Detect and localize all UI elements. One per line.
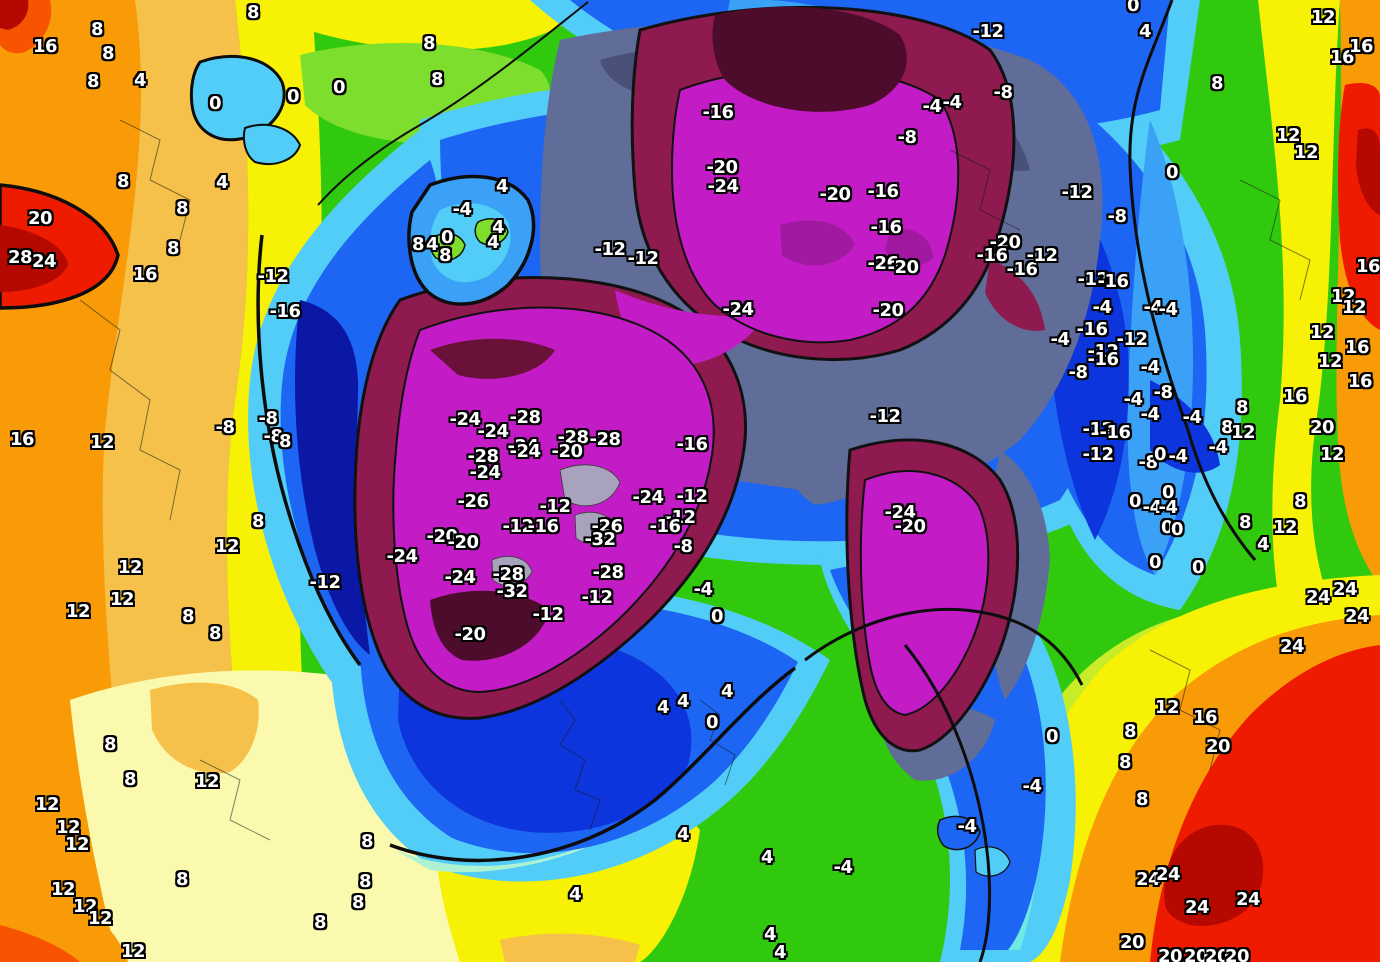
region-yellow-right-col: [1258, 0, 1340, 637]
region-green-iceland1: [429, 232, 466, 262]
region-maroon-wisp: [985, 260, 1045, 331]
region-cyan-caspian: [974, 846, 1011, 877]
region-magenta-top-lobe: [670, 67, 960, 344]
country-borders: [79, 119, 1311, 841]
region-darkred-core-left: [0, 225, 68, 292]
region-yellow-top-band: [235, 0, 590, 51]
contour-atlantic-south: [389, 666, 797, 863]
region-cyan-lake-ext: [242, 123, 302, 165]
contour-right-coast: [1128, 0, 1257, 561]
region-navy-left-arm: [295, 300, 370, 655]
contour-topleft-diag: [317, 1, 589, 206]
region-darkred-right: [1356, 128, 1380, 215]
region-plum-canada-core: [430, 590, 550, 661]
region-amber-patch: [150, 682, 259, 774]
contour-se-tongue: [903, 644, 992, 962]
region-deepblue-right2: [1150, 380, 1220, 473]
region-terrain-greenland2: [574, 511, 617, 545]
region-darkmaroon-canada1: [430, 338, 555, 379]
contour-scandinavia: [804, 608, 1084, 686]
region-magentadark-patch1: [780, 220, 855, 266]
region-blue-blacksea: [936, 815, 981, 851]
contour-left-boundary: [256, 234, 362, 667]
region-magenta-siberia-lobe: [859, 470, 990, 717]
region-amber-iberia-south: [500, 933, 640, 962]
region-redorange-corner: [0, 925, 80, 962]
region-terrain-greenland1: [559, 464, 621, 507]
region-darkred-se-core: [1164, 824, 1264, 926]
region-darkred-topleft: [0, 0, 29, 30]
region-green-iceland2: [474, 218, 509, 246]
region-plum-top-core: [712, 6, 907, 112]
region-terrain-greenland3: [491, 556, 533, 586]
region-magentadark-patch2: [885, 228, 933, 267]
